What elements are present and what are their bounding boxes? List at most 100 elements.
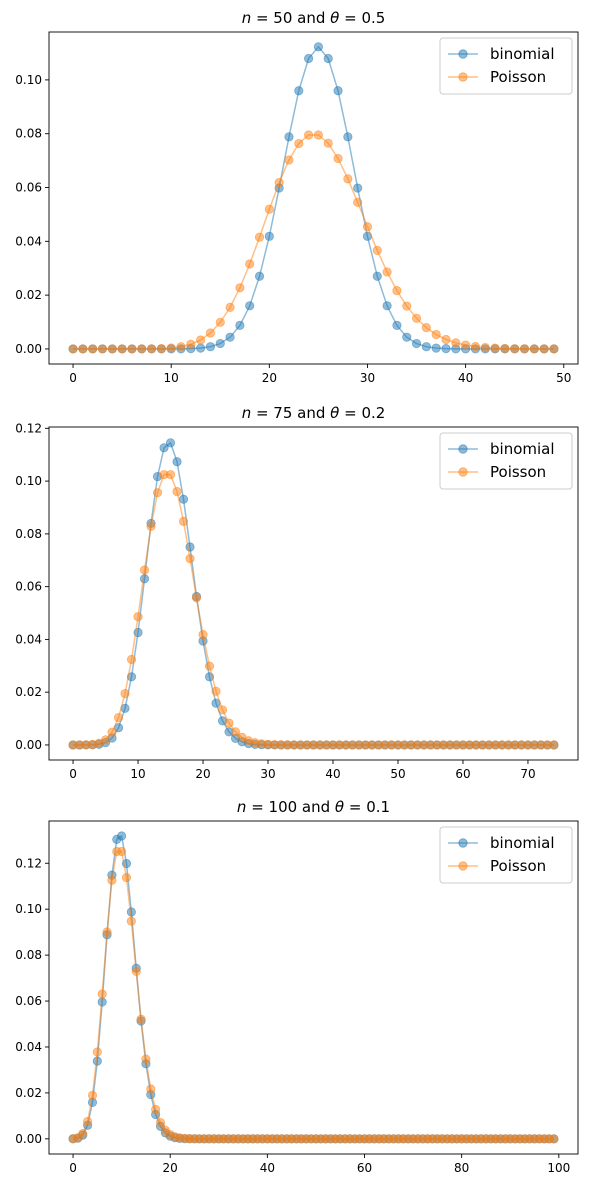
data-point: [510, 344, 520, 354]
data-point: [87, 1090, 98, 1101]
data-point: [519, 344, 530, 354]
y-tick-label: 0.04: [15, 234, 42, 248]
legend: binomial Poisson: [439, 826, 573, 884]
data-point: [156, 343, 166, 354]
data-point: [235, 320, 245, 330]
subplot-1: n = 50 and θ = 0.5 0 10 20 30 40 50 0.00 0.02 0.0…: [15, 9, 579, 385]
data-point: [178, 494, 189, 504]
data-point: [313, 130, 324, 140]
data-point: [152, 488, 163, 498]
title-text-1: = 50 and: [251, 9, 330, 27]
data-point: [83, 1116, 93, 1127]
legend-marker-Poisson: [458, 72, 468, 82]
y-tick-label: 0.08: [15, 127, 42, 141]
data-point: [92, 1047, 102, 1057]
y-tick-label: 0.10: [15, 902, 42, 916]
data-point: [141, 1054, 151, 1064]
title-theta: θ: [330, 404, 339, 422]
data-point: [441, 344, 451, 354]
data-point: [353, 197, 363, 207]
data-point: [88, 344, 98, 354]
data-point: [323, 53, 333, 64]
data-point: [117, 846, 127, 857]
y-tick-label: 0.00: [15, 1132, 42, 1146]
data-point: [146, 1084, 156, 1094]
data-point: [421, 342, 431, 352]
y-tick-label: 0.02: [15, 685, 42, 699]
data-point: [245, 259, 255, 269]
y-tick-label: 0.02: [15, 288, 42, 302]
series-line-Poisson: [72, 850, 554, 1140]
data-point: [196, 335, 206, 345]
legend-box: [439, 432, 573, 490]
x-tick-label: 0: [69, 1161, 77, 1175]
data-point: [117, 344, 127, 354]
data-point: [245, 301, 255, 311]
subplot-3: n = 100 and θ = 0.1 0 20 40 60 80 100 0.00 0.02 0…: [15, 798, 579, 1175]
x-tick-label: 30: [260, 767, 275, 781]
x-tick-label: 10: [164, 371, 179, 385]
y-tick-label: 0.10: [15, 474, 42, 488]
legend-marker-binomial: [458, 838, 468, 848]
data-point: [191, 593, 202, 603]
legend-box: [439, 826, 573, 884]
x-tick-label: 0: [69, 371, 77, 385]
data-point: [431, 329, 441, 340]
title-n: n: [242, 9, 252, 27]
data-point: [294, 138, 304, 149]
data-point: [136, 1014, 146, 1024]
data-point: [333, 153, 343, 164]
data-point: [107, 727, 117, 737]
data-point: [362, 222, 373, 232]
axes-frame: [48, 31, 579, 365]
y-tick-label: 0.08: [15, 948, 42, 962]
data-point: [159, 443, 169, 453]
data-point: [137, 344, 147, 354]
legend-label-binomial: binomial: [490, 440, 555, 458]
subplot-2: n = 75 and θ = 0.2 0 10 20 30 40 50 60 70 0.00 0.0…: [15, 404, 579, 781]
series-line-Poisson: [73, 134, 554, 350]
data-point: [117, 831, 127, 841]
x-tick-label: 60: [455, 767, 470, 781]
legend-marker-Poisson: [458, 861, 468, 871]
legend-marker-binomial: [458, 49, 468, 59]
plot-title: n = 100 and θ = 0.1: [237, 798, 390, 816]
x-tick-label: 20: [195, 767, 210, 781]
data-point: [264, 204, 274, 214]
title-theta: θ: [330, 9, 339, 27]
data-point: [172, 486, 182, 497]
data-point: [353, 183, 363, 193]
data-point: [107, 875, 117, 885]
data-point: [186, 339, 196, 349]
data-point: [100, 735, 111, 745]
title-n: n: [237, 798, 247, 816]
axes-frame: [48, 426, 579, 761]
x-tick-label: 30: [360, 371, 375, 385]
legend: binomial Poisson: [439, 37, 573, 95]
x-tick-label: 20: [262, 371, 277, 385]
data-point: [97, 344, 108, 354]
data-point: [284, 132, 294, 142]
x-tick-label: 50: [390, 767, 405, 781]
data-point: [107, 344, 117, 354]
x-tick-label: 40: [458, 371, 473, 385]
data-point: [480, 342, 490, 353]
legend-label-binomial: binomial: [490, 45, 555, 63]
data-point: [146, 521, 156, 531]
data-point: [343, 174, 353, 184]
data-point: [166, 343, 176, 353]
data-point: [392, 286, 402, 296]
x-tick-label: 20: [163, 1161, 178, 1175]
data-point: [102, 927, 112, 937]
data-point: [172, 457, 182, 467]
y-tick-label: 0.06: [15, 580, 42, 594]
data-point: [176, 342, 186, 352]
x-tick-label: 50: [556, 371, 571, 385]
y-tick-label: 0.10: [15, 73, 42, 87]
data-point: [151, 1104, 161, 1115]
data-point: [127, 344, 137, 354]
x-tick-label: 40: [325, 767, 340, 781]
legend-label-Poisson: Poisson: [490, 857, 546, 875]
data-point: [68, 344, 78, 354]
data-point: [421, 323, 431, 333]
